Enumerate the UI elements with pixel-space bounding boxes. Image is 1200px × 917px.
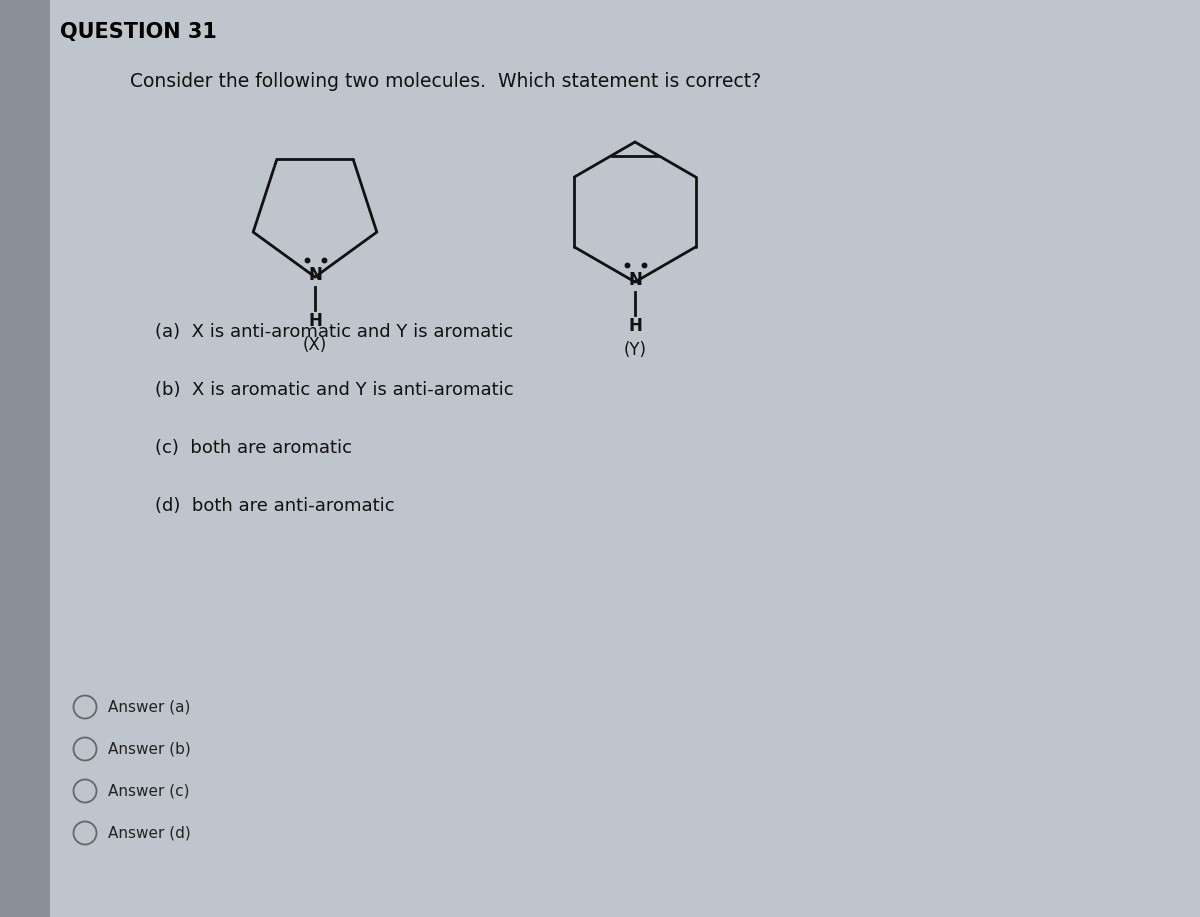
Text: Answer (a): Answer (a) (108, 700, 191, 714)
Text: H: H (308, 312, 322, 330)
Text: H: H (628, 317, 642, 335)
Text: (a)  X is anti-aromatic and Y is aromatic: (a) X is anti-aromatic and Y is aromatic (155, 323, 514, 341)
Text: (d)  both are anti-aromatic: (d) both are anti-aromatic (155, 497, 395, 515)
Text: N: N (628, 271, 642, 289)
Text: (X): (X) (302, 336, 328, 354)
Text: Consider the following two molecules.  Which statement is correct?: Consider the following two molecules. Wh… (130, 72, 761, 91)
Text: N: N (308, 266, 322, 284)
Text: Answer (b): Answer (b) (108, 742, 191, 757)
Text: Answer (c): Answer (c) (108, 783, 190, 799)
Text: Answer (d): Answer (d) (108, 825, 191, 841)
Text: (c)  both are aromatic: (c) both are aromatic (155, 439, 352, 457)
Text: (Y): (Y) (624, 341, 647, 359)
Text: (b)  X is aromatic and Y is anti-aromatic: (b) X is aromatic and Y is anti-aromatic (155, 381, 514, 399)
Text: QUESTION 31: QUESTION 31 (60, 22, 217, 42)
Bar (0, 0, 50, 917)
